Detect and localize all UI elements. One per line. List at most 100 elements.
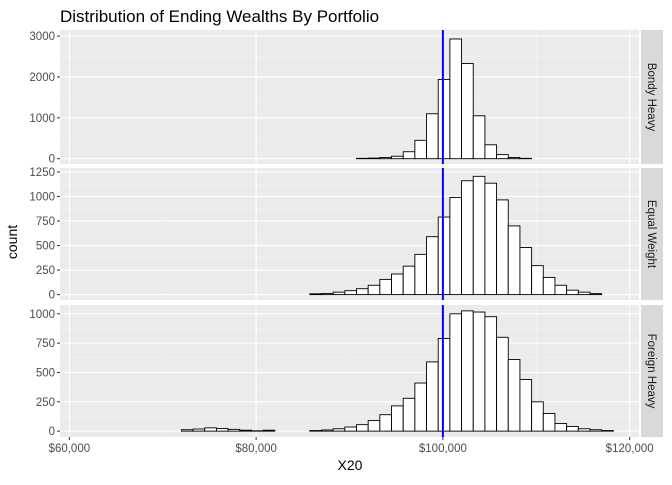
facet-strip-label: Bondy Heavy xyxy=(645,63,657,132)
histogram-bar xyxy=(392,406,404,431)
histogram-bar xyxy=(415,383,427,431)
histogram-bar xyxy=(263,430,275,431)
histogram-bar xyxy=(321,293,333,294)
y-tick-label: 3000 xyxy=(29,31,55,43)
y-tick-label: 1000 xyxy=(29,309,55,321)
histogram-bar xyxy=(310,294,322,295)
histogram-bar xyxy=(485,145,497,159)
histogram-bar xyxy=(368,158,380,159)
histogram-bar xyxy=(345,427,357,431)
x-tick-label: $120,000 xyxy=(606,443,654,455)
histogram-bar xyxy=(543,277,555,294)
x-axis-label: X20 xyxy=(338,457,363,473)
y-tick-label: 1000 xyxy=(29,113,55,125)
histogram-bar xyxy=(497,155,509,159)
histogram-bar xyxy=(590,430,602,431)
histogram-bar xyxy=(205,428,217,431)
histogram-bar xyxy=(333,292,345,294)
histogram-bar xyxy=(193,429,205,431)
histogram-bar xyxy=(438,217,450,295)
histogram-bar xyxy=(543,414,555,432)
histogram-bar xyxy=(357,425,369,431)
histogram-bar xyxy=(357,289,369,295)
facet-strip-label: Foreign Heavy xyxy=(645,334,657,409)
facet-panel: 0 1000 2000 3000 Bondy Heavy xyxy=(29,30,663,166)
histogram-bar xyxy=(520,380,532,432)
histogram-bar xyxy=(368,285,380,294)
histogram-bar xyxy=(438,79,450,158)
histogram-bar xyxy=(462,311,474,431)
histogram-bar xyxy=(590,294,602,295)
y-tick-label: 750 xyxy=(36,338,55,350)
histogram-bar xyxy=(228,429,240,431)
histogram-bar xyxy=(427,237,439,295)
histogram-bar xyxy=(450,197,462,294)
histogram-bar xyxy=(462,181,474,295)
histogram-bar xyxy=(403,398,415,431)
histogram-bar xyxy=(485,317,497,431)
histogram-bar xyxy=(380,415,392,431)
histogram-bar xyxy=(508,360,520,432)
x-tick-label: $80,000 xyxy=(235,443,277,455)
histogram-bar xyxy=(497,200,509,295)
y-axis-label: count xyxy=(4,225,20,259)
histogram-bar xyxy=(321,430,333,431)
histogram-bar xyxy=(497,337,509,431)
chart-title: Distribution of Ending Wealths By Portfo… xyxy=(60,7,379,26)
histogram-bar xyxy=(567,426,579,431)
histogram-bar xyxy=(403,152,415,159)
y-tick-label: 0 xyxy=(49,290,55,302)
y-tick-label: 0 xyxy=(49,426,55,438)
y-tick-label: 2000 xyxy=(29,72,55,84)
x-tick-label: $60,000 xyxy=(49,443,91,455)
y-tick-label: 500 xyxy=(36,241,55,253)
histogram-bar xyxy=(473,312,485,431)
histogram-bar xyxy=(485,183,497,294)
x-tick-label: $100,000 xyxy=(419,443,467,455)
histogram-bar xyxy=(216,429,228,432)
histogram-bar xyxy=(578,292,590,294)
facet-panel: 0 250 500 750 1000 Foreign Heavy xyxy=(29,305,663,438)
histogram-bar xyxy=(602,431,614,432)
y-tick-label: 0 xyxy=(49,154,55,166)
histogram-bar xyxy=(532,402,544,431)
histogram-bar xyxy=(240,430,252,431)
histogram-bar xyxy=(427,362,439,431)
histogram-bar xyxy=(567,290,579,294)
histogram-bar xyxy=(462,64,474,159)
histogram-bar xyxy=(380,157,392,158)
histogram-bar xyxy=(181,430,193,431)
histogram-bar xyxy=(415,254,427,294)
histogram-bar xyxy=(392,274,404,295)
histogram-bar xyxy=(450,314,462,431)
facet-strip-label: Equal Weight xyxy=(645,200,657,269)
histogram-bar xyxy=(578,429,590,431)
histogram-bar xyxy=(520,247,532,294)
facets-layer: 0 1000 2000 3000 Bondy Heavy 0 250 500 750 1000 12… xyxy=(29,30,663,438)
histogram-bar xyxy=(508,226,520,295)
histogram-bar xyxy=(368,421,380,432)
histogram-bar xyxy=(415,140,427,158)
x-axis: $60,000 $80,000 $100,000 $120,000 xyxy=(49,437,654,455)
histogram-bar xyxy=(473,116,485,159)
histogram-bar xyxy=(508,157,520,158)
y-tick-label: 500 xyxy=(36,367,55,379)
histogram-bar xyxy=(438,338,450,431)
histogram-bar xyxy=(392,156,404,158)
histogram-bar xyxy=(345,291,357,295)
histogram-bar xyxy=(450,39,462,159)
histogram-bar xyxy=(380,279,392,294)
histogram-bar xyxy=(555,285,567,294)
y-tick-label: 750 xyxy=(36,216,55,228)
histogram-bar xyxy=(310,431,322,432)
y-tick-label: 1250 xyxy=(29,167,55,179)
y-tick-label: 250 xyxy=(36,397,55,409)
y-tick-label: 1000 xyxy=(29,191,55,203)
histogram-bar xyxy=(532,266,544,295)
histogram-bar xyxy=(555,424,567,432)
histogram-bar xyxy=(427,114,439,159)
histogram-bar xyxy=(403,266,415,294)
